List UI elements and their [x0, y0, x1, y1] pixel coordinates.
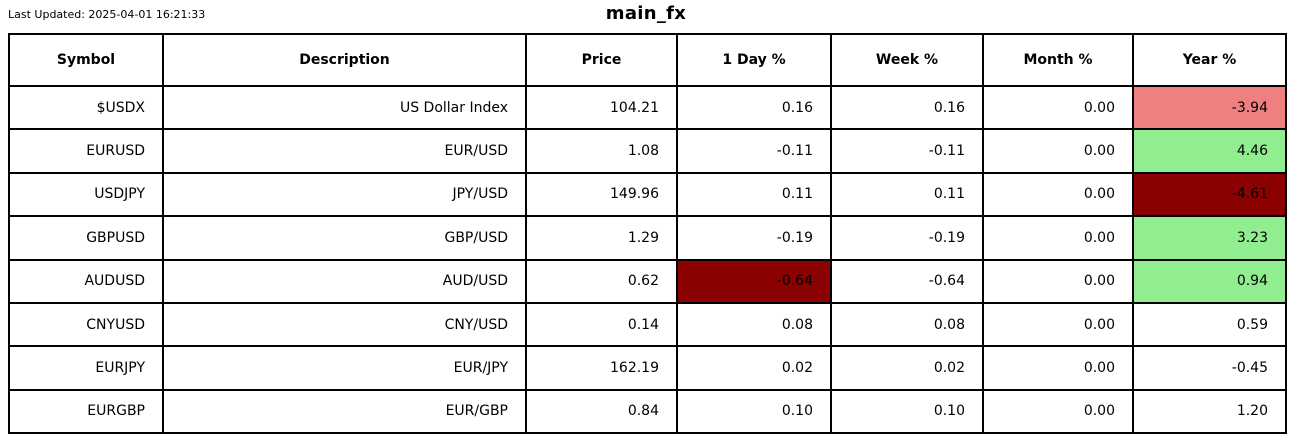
- cell-description: US Dollar Index: [162, 84, 527, 131]
- cell-price: 0.62: [525, 258, 678, 304]
- column-header-year: Year %: [1132, 33, 1287, 87]
- cell-week: 0.02: [830, 345, 984, 391]
- cell-1day: 0.16: [676, 84, 832, 131]
- cell-price: 149.96: [525, 171, 678, 218]
- cell-description: EUR/GBP: [162, 388, 527, 435]
- cell-month: 0.00: [982, 345, 1134, 391]
- table-row: EURJPY EUR/JPY 162.19 0.02 0.02 0.00 -0.…: [8, 345, 1287, 391]
- table-row: AUDUSD AUD/USD 0.62 -0.64 -0.64 0.00 0.9…: [8, 258, 1287, 304]
- cell-description: CNY/USD: [162, 301, 527, 348]
- cell-symbol: $USDX: [8, 84, 164, 131]
- column-header-symbol: Symbol: [8, 33, 164, 87]
- cell-month: 0.00: [982, 84, 1134, 131]
- cell-price: 104.21: [525, 84, 678, 131]
- cell-year: 4.46: [1132, 128, 1287, 174]
- cell-year: 0.94: [1132, 258, 1287, 304]
- cell-week: 0.16: [830, 84, 984, 131]
- cell-1day: 0.11: [676, 171, 832, 218]
- cell-month: 0.00: [982, 301, 1134, 348]
- cell-week: 0.11: [830, 171, 984, 218]
- cell-month: 0.00: [982, 258, 1134, 304]
- cell-symbol: CNYUSD: [8, 301, 164, 348]
- column-header-1day: 1 Day %: [676, 33, 832, 87]
- cell-symbol: GBPUSD: [8, 215, 164, 261]
- cell-month: 0.00: [982, 388, 1134, 435]
- cell-month: 0.00: [982, 215, 1134, 261]
- table-row: USDJPY JPY/USD 149.96 0.11 0.11 0.00 -4.…: [8, 171, 1287, 218]
- cell-description: JPY/USD: [162, 171, 527, 218]
- page-title: main_fx: [605, 3, 687, 24]
- cell-year: -4.61: [1132, 171, 1287, 218]
- cell-price: 0.84: [525, 388, 678, 435]
- cell-1day: -0.64: [676, 258, 832, 304]
- cell-price: 1.29: [525, 215, 678, 261]
- column-header-description: Description: [162, 33, 527, 87]
- column-header-month: Month %: [982, 33, 1134, 87]
- cell-year: -0.45: [1132, 345, 1287, 391]
- cell-month: 0.00: [982, 171, 1134, 218]
- cell-year: 1.20: [1132, 388, 1287, 435]
- cell-description: EUR/USD: [162, 128, 527, 174]
- cell-symbol: USDJPY: [8, 171, 164, 218]
- cell-description: AUD/USD: [162, 258, 527, 304]
- cell-price: 162.19: [525, 345, 678, 391]
- table-row: GBPUSD GBP/USD 1.29 -0.19 -0.19 0.00 3.2…: [8, 215, 1287, 261]
- cell-month: 0.00: [982, 128, 1134, 174]
- cell-price: 1.08: [525, 128, 678, 174]
- cell-1day: -0.11: [676, 128, 832, 174]
- column-header-price: Price: [525, 33, 678, 87]
- cell-description: EUR/JPY: [162, 345, 527, 391]
- table-row: CNYUSD CNY/USD 0.14 0.08 0.08 0.00 0.59: [8, 301, 1287, 348]
- cell-week: -0.11: [830, 128, 984, 174]
- cell-1day: 0.02: [676, 345, 832, 391]
- cell-year: -3.94: [1132, 84, 1287, 131]
- cell-year: 0.59: [1132, 301, 1287, 348]
- table-row: EURUSD EUR/USD 1.08 -0.11 -0.11 0.00 4.4…: [8, 128, 1287, 174]
- cell-symbol: EURGBP: [8, 388, 164, 435]
- last-updated-timestamp: Last Updated: 2025-04-01 16:21:33: [8, 8, 206, 21]
- table-row: $USDX US Dollar Index 104.21 0.16 0.16 0…: [8, 84, 1287, 131]
- cell-week: 0.08: [830, 301, 984, 348]
- cell-1day: -0.19: [676, 215, 832, 261]
- cell-week: -0.64: [830, 258, 984, 304]
- cell-price: 0.14: [525, 301, 678, 348]
- cell-symbol: EURJPY: [8, 345, 164, 391]
- cell-week: 0.10: [830, 388, 984, 435]
- cell-week: -0.19: [830, 215, 984, 261]
- cell-1day: 0.10: [676, 388, 832, 435]
- cell-symbol: EURUSD: [8, 128, 164, 174]
- cell-symbol: AUDUSD: [8, 258, 164, 304]
- header-row: Symbol Description Price 1 Day % Week % …: [8, 33, 1287, 87]
- fx-quotes-table: Symbol Description Price 1 Day % Week % …: [8, 33, 1287, 435]
- column-header-week: Week %: [830, 33, 984, 87]
- cell-1day: 0.08: [676, 301, 832, 348]
- table-row: EURGBP EUR/GBP 0.84 0.10 0.10 0.00 1.20: [8, 388, 1287, 435]
- cell-year: 3.23: [1132, 215, 1287, 261]
- cell-description: GBP/USD: [162, 215, 527, 261]
